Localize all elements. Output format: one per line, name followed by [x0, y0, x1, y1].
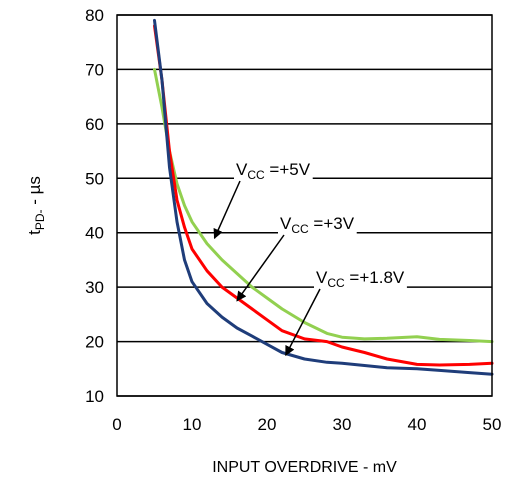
- y-axis-label-main: t: [25, 230, 44, 235]
- y-tick-label: 10: [85, 387, 104, 406]
- y-tick-label: 80: [85, 6, 104, 25]
- y-tick-labels: 10 20 30 40 50 60 70 80: [85, 6, 104, 406]
- annotation-subscript: CC: [291, 222, 309, 236]
- x-tick-label: 20: [258, 415, 277, 434]
- annotation-value: =+1.8V: [345, 268, 405, 287]
- x-tick-label: 40: [408, 415, 427, 434]
- annotation-background: [234, 159, 313, 183]
- annotation-main: V: [316, 268, 328, 287]
- x-tick-label: 10: [183, 415, 202, 434]
- y-axis-label: tPD- - µs: [25, 176, 47, 235]
- annotation-2: VCC =+1.8V: [285, 267, 407, 357]
- annotation-subscript: CC: [327, 276, 345, 290]
- y-axis-label-subscript: PD-: [33, 210, 47, 231]
- y-tick-label: 60: [85, 115, 104, 134]
- y-tick-label: 40: [85, 224, 104, 243]
- series-line-1: [153, 24, 494, 367]
- y-tick-label: 20: [85, 333, 104, 352]
- annotation-value: =+3V: [309, 214, 355, 233]
- annotation-1: VCC =+3V: [236, 213, 357, 302]
- annotation-main: V: [236, 160, 248, 179]
- y-tick-label: 70: [85, 60, 104, 79]
- annotation-arrow: [213, 180, 241, 240]
- plot-frame: [116, 14, 493, 397]
- annotation-label: VCC =+1.8V: [316, 268, 405, 290]
- annotation-arrow: [285, 288, 321, 357]
- annotation-background: [314, 267, 407, 291]
- annotation-subscript: CC: [247, 168, 265, 182]
- x-axis-label: INPUT OVERDRIVE - mV: [212, 459, 397, 476]
- series-line-0: [153, 67, 494, 344]
- series-group: [153, 18, 494, 376]
- x-tick-label: 0: [112, 415, 121, 434]
- x-tick-labels: 0 10 20 30 40 50: [112, 415, 501, 434]
- annotation-background: [278, 213, 357, 237]
- annotation-label: VCC =+5V: [236, 160, 311, 182]
- x-tick-label: 30: [333, 415, 352, 434]
- annotation-label: VCC =+3V: [280, 214, 355, 236]
- annotation-arrow: [236, 234, 285, 302]
- y-axis-label-unit: - µs: [25, 176, 44, 209]
- series-line-2: [153, 18, 494, 376]
- y-tick-label: 50: [85, 169, 104, 188]
- x-tick-label: 50: [483, 415, 502, 434]
- annotation-main: V: [280, 214, 292, 233]
- y-tick-label: 30: [85, 278, 104, 297]
- annotation-0: VCC =+5V: [213, 159, 313, 240]
- annotation-value: =+5V: [265, 160, 311, 179]
